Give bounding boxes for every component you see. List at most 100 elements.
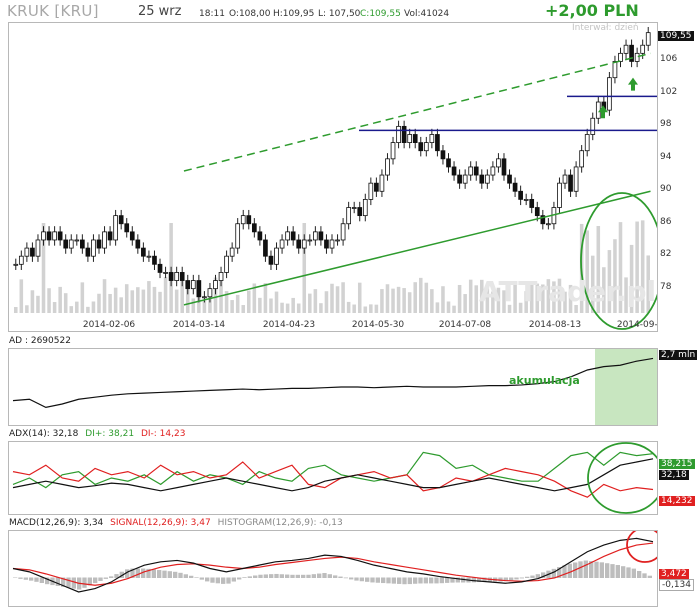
candle-body bbox=[235, 223, 241, 249]
histogram-bar bbox=[55, 577, 60, 586]
volume-highlight-ellipse bbox=[580, 192, 657, 330]
candle-body bbox=[85, 247, 91, 257]
histogram-bar bbox=[317, 573, 322, 578]
histogram-bar bbox=[210, 577, 215, 583]
histogram-bar bbox=[327, 574, 332, 578]
histogram-bar bbox=[231, 577, 236, 582]
candle-body bbox=[202, 296, 207, 299]
macd-value-label: MACD(12,26,9): 3,34 bbox=[9, 518, 104, 528]
date-label: 25 wrz bbox=[138, 4, 182, 19]
candle-body bbox=[246, 215, 252, 225]
trend-line bbox=[183, 52, 651, 172]
adx-highlight-ellipse bbox=[587, 442, 657, 514]
candle-body bbox=[446, 158, 451, 168]
candle-body bbox=[324, 239, 329, 249]
candle-body bbox=[584, 134, 590, 152]
volume-bar bbox=[30, 290, 35, 313]
histogram-bar bbox=[359, 577, 364, 582]
y-tick-label: 82 bbox=[660, 249, 672, 260]
histogram-bar bbox=[306, 574, 311, 578]
histogram-bar bbox=[242, 577, 247, 578]
volume-bar bbox=[197, 294, 201, 313]
candle-body bbox=[146, 255, 152, 258]
histogram-bar bbox=[98, 577, 103, 581]
volume-bar bbox=[280, 302, 284, 313]
macd-chart bbox=[12, 531, 657, 593]
histogram-bar bbox=[199, 577, 204, 580]
histogram-bar bbox=[589, 561, 594, 578]
candle-body bbox=[401, 125, 407, 144]
histogram-bar bbox=[370, 577, 375, 583]
histogram-bar bbox=[445, 577, 450, 583]
histogram-bar bbox=[189, 575, 194, 578]
histogram-bar bbox=[343, 577, 348, 579]
adx-label: ADX(14): 32,18 DI+: 38,21 DI-: 14,23 bbox=[9, 429, 185, 439]
volume-bar bbox=[524, 291, 528, 313]
volume-bar bbox=[41, 223, 46, 313]
candle-body bbox=[534, 207, 540, 217]
candle-body bbox=[318, 231, 324, 241]
histogram-bar bbox=[194, 577, 199, 578]
candle-body bbox=[523, 198, 529, 201]
x-tick-label: 2014-08-13 bbox=[529, 320, 581, 330]
volume-bar bbox=[624, 277, 628, 313]
histogram-bar bbox=[311, 574, 316, 578]
y-tick-label: 78 bbox=[660, 281, 672, 292]
volume-bar bbox=[463, 294, 467, 313]
candle-body bbox=[102, 231, 107, 249]
histogram-bar bbox=[162, 570, 167, 578]
candle-body bbox=[91, 239, 96, 257]
candle-body bbox=[218, 272, 224, 281]
candle-body bbox=[473, 166, 479, 176]
histogram-bar bbox=[402, 577, 407, 585]
histogram-bar bbox=[333, 575, 338, 578]
candle-body bbox=[118, 215, 124, 225]
volume-bar bbox=[296, 303, 301, 313]
histogram-bar bbox=[637, 570, 642, 578]
histogram-bar bbox=[621, 566, 626, 578]
histogram-bar bbox=[226, 577, 231, 584]
histogram-bar bbox=[535, 574, 540, 578]
y-tick-label: 86 bbox=[660, 216, 672, 227]
candle-body bbox=[412, 134, 418, 144]
candle-body bbox=[484, 174, 490, 184]
candle-body bbox=[351, 207, 357, 209]
ad-label: AD : 2690522 bbox=[9, 336, 71, 346]
histogram-bar bbox=[167, 571, 172, 578]
candle-body bbox=[307, 239, 313, 242]
candle-body bbox=[80, 239, 85, 249]
histogram-bar bbox=[253, 575, 258, 578]
volume-bar bbox=[80, 282, 85, 313]
volume-bar bbox=[407, 292, 412, 313]
histogram-bar bbox=[183, 574, 188, 578]
di-minus-tag: 14,232 bbox=[659, 496, 695, 506]
histogram-bar bbox=[615, 565, 620, 578]
volume-bar bbox=[380, 289, 384, 313]
histogram-bar bbox=[71, 577, 76, 589]
histogram-bar bbox=[631, 568, 636, 578]
candle-body bbox=[390, 142, 396, 160]
histogram-label: HISTOGRAM(12,26,9): -0,13 bbox=[217, 518, 343, 528]
candle-body bbox=[634, 52, 640, 62]
candle-body bbox=[313, 231, 318, 241]
candle-body bbox=[141, 247, 146, 257]
histogram-bar bbox=[381, 577, 386, 584]
candle-body bbox=[429, 134, 435, 144]
volume-bar bbox=[502, 290, 506, 313]
candle-body bbox=[290, 231, 296, 241]
histogram-bar bbox=[39, 577, 44, 583]
y-tick-label: 94 bbox=[660, 151, 672, 162]
candle-body bbox=[113, 215, 118, 241]
candle-body bbox=[496, 158, 501, 168]
histogram-bar bbox=[578, 561, 583, 578]
candle-body bbox=[296, 239, 302, 249]
histogram-bar bbox=[29, 577, 34, 581]
adx-line bbox=[12, 458, 654, 492]
histogram-bar bbox=[279, 574, 284, 578]
volume-bar bbox=[585, 230, 589, 313]
volume-bar bbox=[108, 293, 112, 313]
candle-body bbox=[612, 61, 618, 79]
histogram-bar bbox=[375, 577, 380, 583]
candle-body bbox=[573, 166, 579, 192]
di-plus-tag: 38,215 bbox=[659, 459, 695, 469]
